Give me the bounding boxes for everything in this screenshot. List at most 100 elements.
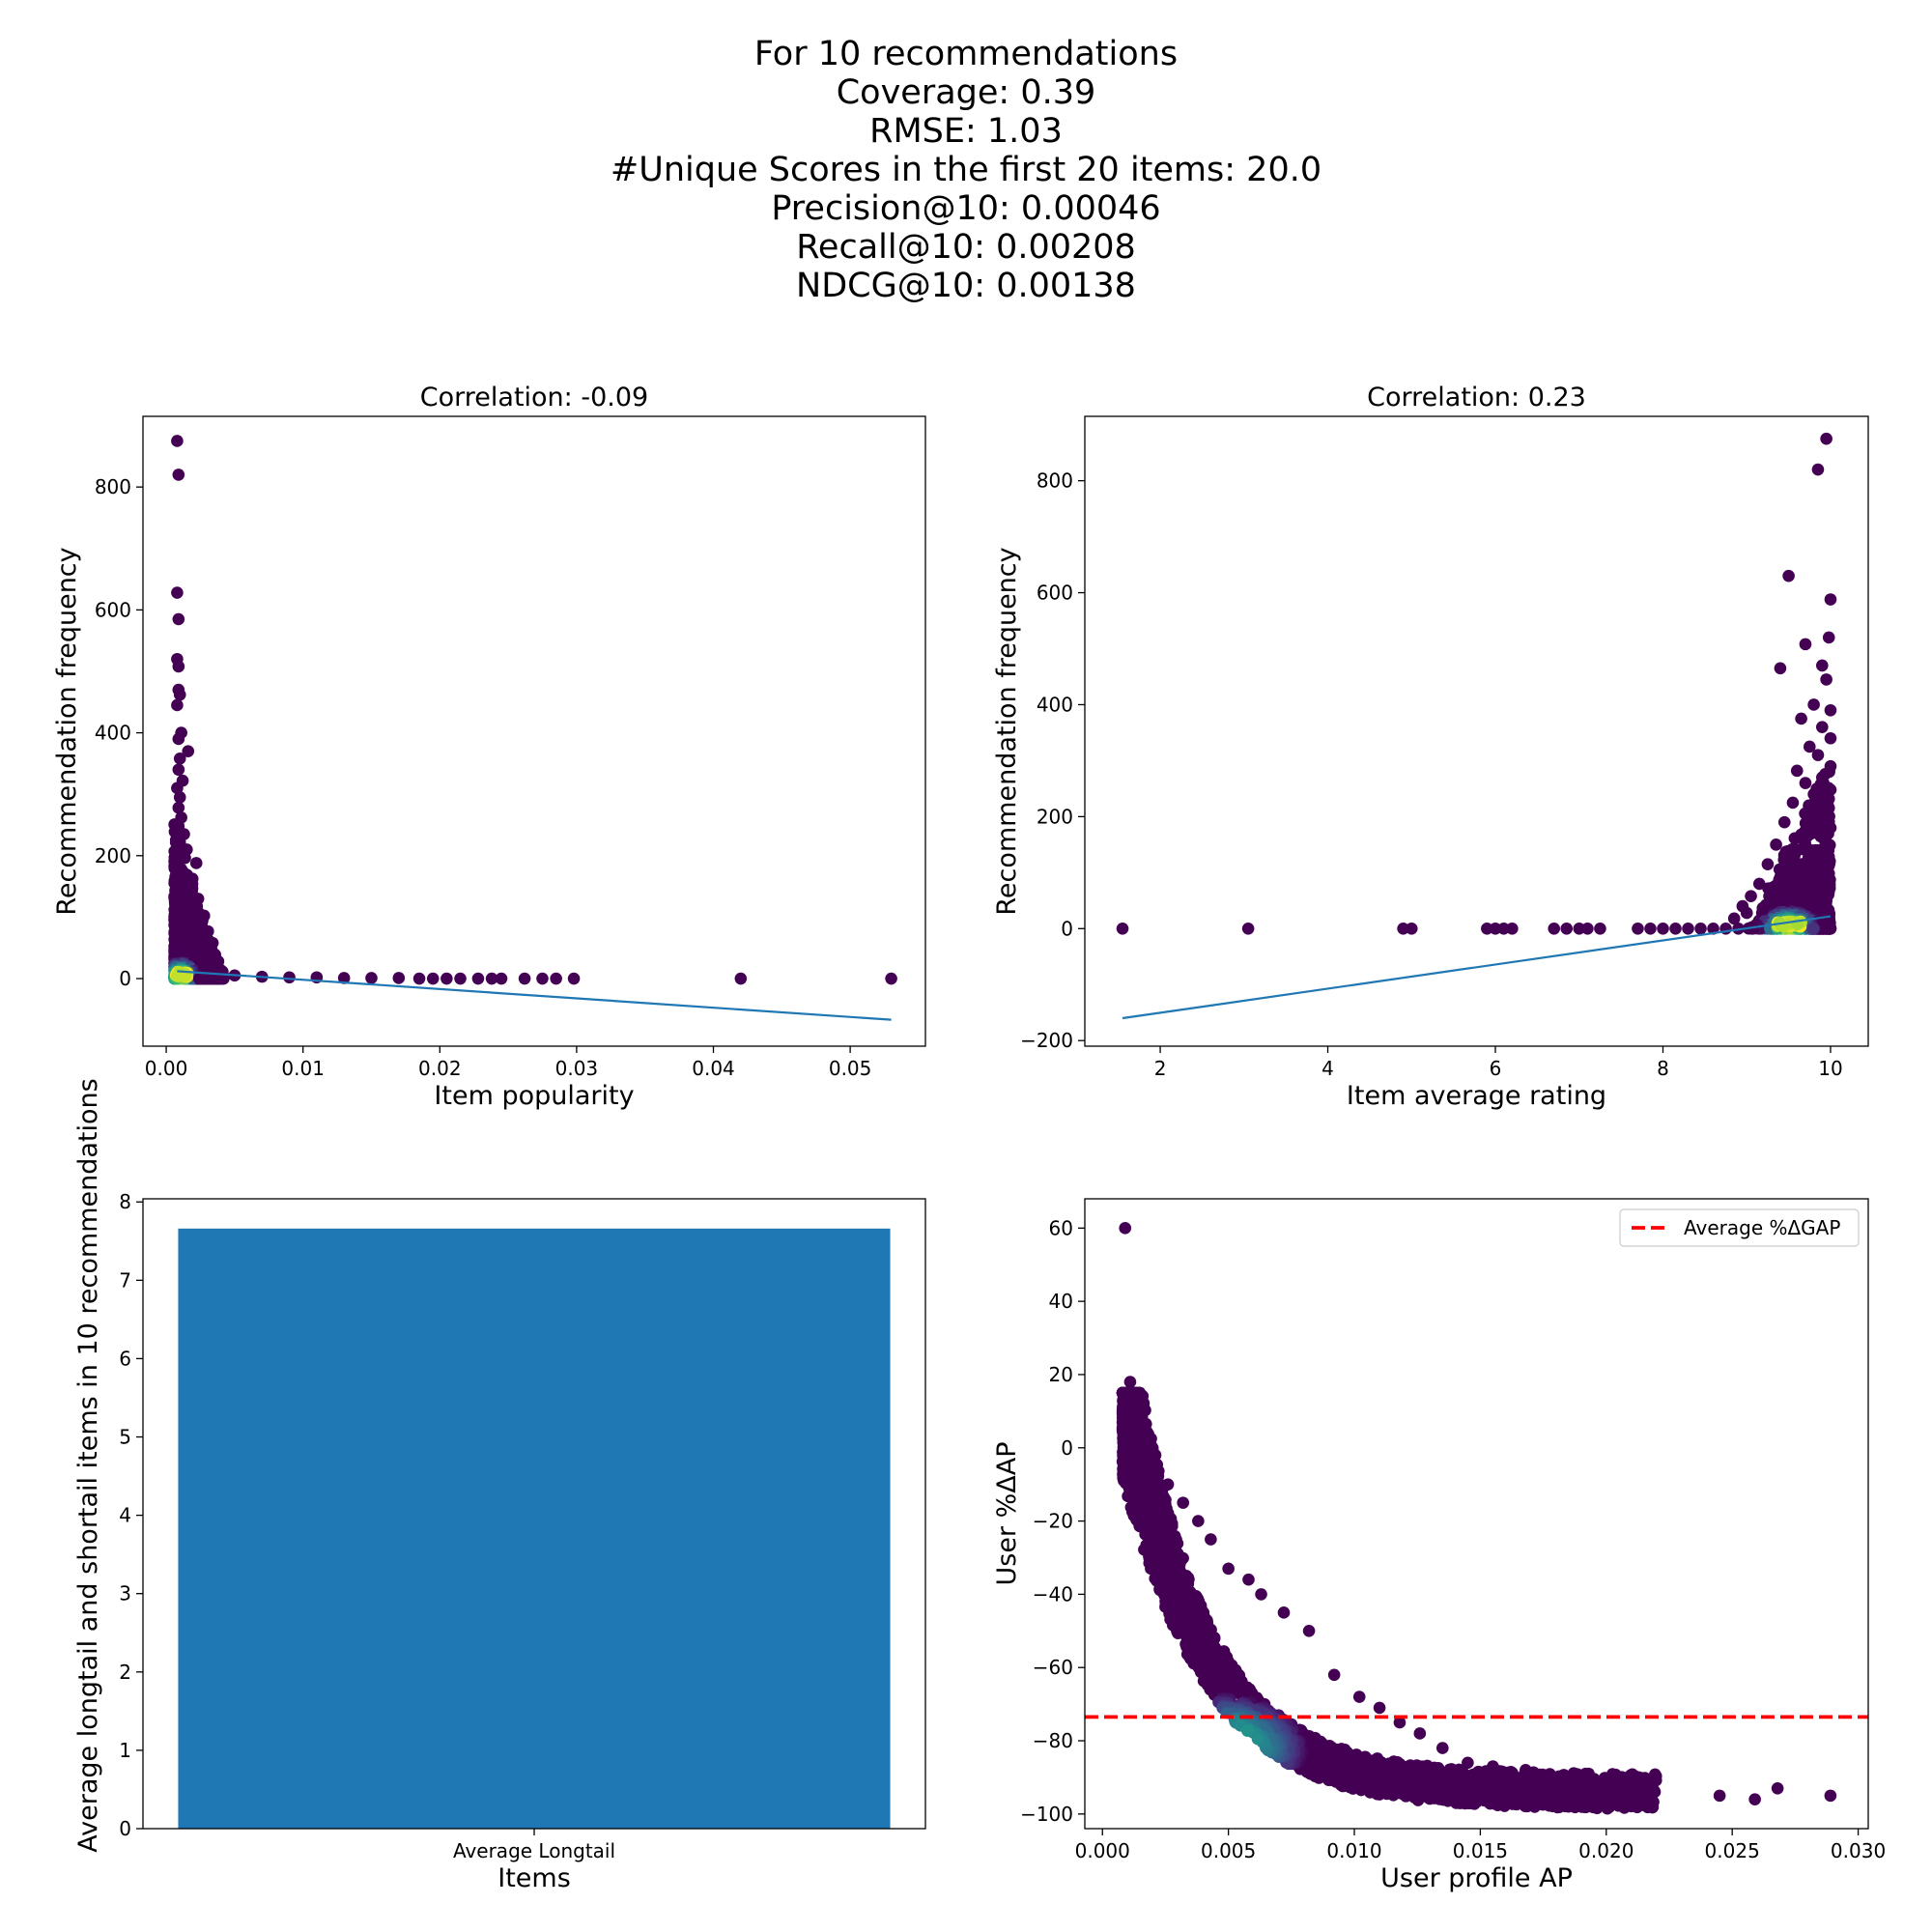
data-point-1 [195,938,209,952]
ytick-label-3: 4 [119,1504,131,1527]
regression-line-2 [1122,915,1832,1020]
density-point-4 [1159,1578,1173,1592]
density-point-4 [1181,1634,1195,1647]
data-point-2 [1694,922,1707,935]
data-point-1 [567,972,581,985]
density-point-4 [1457,1786,1469,1800]
data-point-2 [1740,906,1753,920]
data-point-4 [1222,1562,1235,1576]
density-point-4 [1152,1520,1166,1532]
density-point-4 [1383,1777,1396,1791]
xtick-label-4: 0.025 [1705,1839,1760,1862]
density-point-4 [1531,1794,1544,1806]
density-point-4 [1181,1572,1195,1584]
data-point-1 [518,972,531,985]
ytick-label-3: 2 [119,1661,131,1684]
data-point-2 [1497,922,1510,935]
data-point-4 [1255,1588,1267,1601]
data-point-2 [1765,895,1778,908]
density-point-4 [1148,1461,1161,1474]
data-point-2 [1573,922,1586,935]
density-point-4 [1251,1732,1264,1746]
xtick-label-4: 0.020 [1578,1839,1634,1862]
density-point-4 [1209,1672,1222,1685]
data-point-1 [182,745,195,757]
density-point-4 [1241,1724,1254,1738]
axes-frame-1 [142,415,926,1047]
data-point-2 [1807,698,1820,711]
data-point-2 [1782,569,1795,582]
y-axis-label-4: User %ΔAP [992,1441,1022,1585]
data-point-2 [1632,922,1644,935]
data-point-1 [189,857,203,869]
ytick-label-4: −60 [1033,1656,1073,1679]
xtick-label-1: 0.00 [145,1057,188,1080]
data-point-2 [1241,922,1255,935]
legend-box [1619,1208,1860,1247]
suptitle-line-4: #Unique Scores in the first 20 items: 20… [610,151,1322,189]
data-point-1 [172,763,185,777]
data-point-1 [172,469,185,481]
y-axis-label-3: Average longtail and shortail items in 1… [73,1078,103,1852]
data-point-2 [1707,922,1719,935]
density-point-4 [1195,1635,1208,1649]
density-point-4 [1327,1761,1340,1775]
density-point-4 [1577,1781,1590,1794]
xtick-label-2: 4 [1321,1057,1334,1080]
data-point-4 [1205,1533,1217,1546]
ytick-label-2: 0 [1061,917,1073,940]
data-point-1 [171,435,184,447]
ytick-label-3: 5 [119,1426,131,1449]
data-point-2 [1581,922,1594,935]
density-point-4 [1354,1783,1368,1797]
data-point-2 [1824,821,1837,835]
suptitle-line-2: Coverage: 0.39 [836,73,1096,112]
density-point-4 [1194,1603,1208,1615]
data-point-2 [1757,902,1770,916]
ytick-label-1: 200 [95,844,131,867]
density-point-2 [1747,922,1759,935]
xtick-label-2: 2 [1154,1057,1167,1080]
data-point-2 [1820,673,1833,686]
data-point-4 [1373,1701,1386,1715]
density-point-1 [206,972,218,985]
data-point-4 [1123,1376,1137,1388]
density-point-2 [1823,922,1836,935]
data-point-2 [1824,783,1837,796]
density-point-4 [1173,1593,1185,1605]
ytick-label-1: 400 [95,722,131,745]
data-point-4 [1131,1485,1145,1498]
density-point-4 [1147,1502,1159,1516]
density-point-2 [1807,922,1820,935]
ytick-label-4: 0 [1061,1436,1073,1460]
ytick-label-2: 800 [1037,469,1073,493]
data-point-4 [1327,1668,1341,1682]
data-point-1 [365,972,378,984]
data-point-4 [1134,1405,1147,1418]
ytick-label-1: 0 [119,967,131,990]
data-point-2 [1815,811,1829,824]
xtick-label-1: 0.02 [418,1057,462,1080]
density-point-4 [1366,1772,1379,1785]
density-point-4 [1305,1762,1319,1775]
data-point-1 [173,688,186,701]
ytick-label-3: 1 [119,1739,131,1762]
data-point-2 [1786,796,1800,810]
data-point-4 [1545,1785,1557,1799]
density-point-4 [1405,1781,1418,1795]
density-point-4 [1121,1386,1134,1400]
ytick-label-2: 200 [1037,805,1073,828]
data-point-1 [171,781,184,795]
density-point-4 [1314,1753,1326,1766]
density-point-4 [1151,1478,1165,1491]
data-point-1 [209,963,222,976]
data-point-4 [1622,1778,1635,1791]
data-point-2 [1657,922,1669,935]
data-point-1 [885,972,897,985]
data-point-4 [1595,1789,1607,1803]
ytick-label-4: 60 [1049,1216,1073,1239]
density-point-4 [1649,1774,1662,1787]
ytick-label-1: 800 [95,475,131,498]
data-point-2 [1795,828,1807,841]
